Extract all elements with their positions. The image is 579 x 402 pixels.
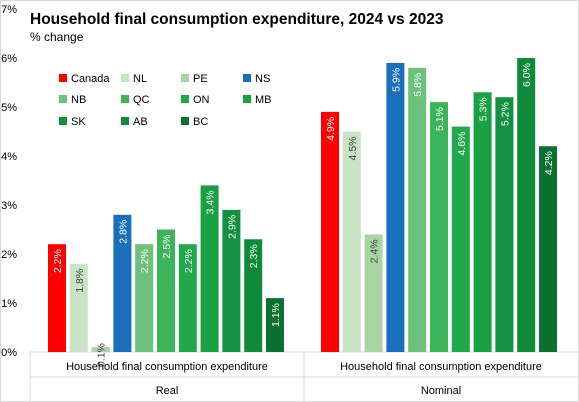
legend-swatch-pe bbox=[181, 74, 189, 82]
chart-subtitle: % change bbox=[30, 30, 84, 44]
bar-mb-nominal bbox=[473, 92, 492, 353]
bar-nb-real bbox=[135, 244, 154, 352]
legend-swatch-qc bbox=[121, 95, 129, 103]
y-tick-label: 2% bbox=[1, 249, 17, 261]
legend-swatch-sk bbox=[59, 117, 67, 125]
bar-qc-nominal bbox=[430, 102, 448, 352]
bar-ab-nominal bbox=[517, 58, 536, 352]
bar-canada-nominal bbox=[321, 111, 339, 353]
data-label: 2.2% bbox=[183, 249, 195, 273]
legend-swatch-mb bbox=[243, 95, 251, 103]
legend-label-nb: NB bbox=[71, 94, 86, 106]
legend-label-on: ON bbox=[193, 94, 210, 106]
data-label: 2.5% bbox=[161, 235, 173, 259]
y-tick-label: 6% bbox=[1, 53, 17, 65]
y-tick-label: 3% bbox=[1, 200, 17, 212]
legend-label-nl: NL bbox=[133, 73, 147, 85]
legend-label-ns: NS bbox=[255, 73, 270, 85]
legend-label-ab: AB bbox=[133, 116, 148, 128]
y-tick-label: 7% bbox=[1, 4, 17, 16]
legend-swatch-nl bbox=[121, 74, 129, 82]
x-axis: Household final consumption expenditure H… bbox=[29, 352, 578, 401]
bar-ab-real bbox=[244, 239, 263, 352]
bar-bc-real bbox=[266, 298, 284, 352]
data-label: 2.9% bbox=[226, 215, 238, 239]
legend-label-qc: QC bbox=[133, 94, 150, 106]
legend-label-pe: PE bbox=[193, 73, 208, 85]
data-label: 6.0% bbox=[521, 63, 533, 87]
y-tick-label: 4% bbox=[1, 151, 17, 163]
data-label: 2.2% bbox=[139, 249, 151, 273]
legend-swatch-canada bbox=[59, 74, 67, 82]
category-label: Household final consumption expenditure bbox=[66, 361, 268, 373]
data-label: 2.3% bbox=[248, 244, 260, 268]
legend-swatch-nb bbox=[59, 95, 67, 103]
bar-nl-nominal bbox=[342, 131, 361, 352]
data-label: 5.1% bbox=[434, 107, 446, 131]
data-label: 5.3% bbox=[478, 97, 490, 121]
data-label: 0.1% bbox=[96, 343, 108, 367]
bar-ns-nominal bbox=[386, 62, 405, 353]
data-label: 2.4% bbox=[369, 239, 381, 263]
data-label: 2.8% bbox=[117, 220, 129, 244]
data-label: 4.9% bbox=[325, 117, 337, 141]
bar-canada-real bbox=[48, 244, 66, 352]
bars bbox=[48, 58, 557, 353]
y-tick-label: 1% bbox=[1, 298, 17, 310]
legend-label-sk: SK bbox=[71, 116, 86, 128]
legend-swatch-on bbox=[181, 95, 189, 103]
data-label: 4.5% bbox=[347, 137, 359, 161]
bar-mb-real bbox=[200, 185, 219, 352]
legend-label-mb: MB bbox=[255, 94, 272, 106]
data-label: 2.2% bbox=[52, 249, 64, 273]
group-label-real: Real bbox=[156, 385, 179, 397]
legend-swatch-ns bbox=[243, 74, 251, 82]
bar-nl-real bbox=[69, 263, 88, 352]
bar-on-nominal bbox=[451, 126, 470, 352]
data-label: 4.2% bbox=[543, 151, 555, 175]
data-label: 5.8% bbox=[412, 73, 424, 97]
legend: Canada NL PE NS NB QC ON MB SK AB BC bbox=[59, 73, 272, 128]
bar-sk-real bbox=[222, 209, 241, 352]
category-label: Household final consumption expenditure bbox=[340, 361, 542, 373]
bar-qc-real bbox=[157, 229, 175, 352]
bar-on-real bbox=[178, 244, 197, 352]
data-label: 3.4% bbox=[205, 190, 217, 214]
chart-title: Household final consumption expenditure,… bbox=[30, 11, 444, 28]
y-tick-label: 5% bbox=[1, 102, 17, 114]
data-label: 5.2% bbox=[499, 102, 511, 126]
legend-swatch-ab bbox=[121, 117, 129, 125]
data-label: 1.8% bbox=[74, 269, 86, 293]
y-tick-label: 0% bbox=[1, 347, 17, 359]
data-labels: 2.2% 4.9% 1.8% 4.5% 0.1% 2.4% 2.8% 5.9% 2.2% 5.8%… bbox=[52, 63, 555, 367]
data-label: 4.6% bbox=[456, 132, 468, 156]
bar-sk-nominal bbox=[495, 97, 514, 352]
legend-label-bc: BC bbox=[193, 116, 208, 128]
legend-swatch-bc bbox=[181, 117, 189, 125]
group-label-nominal: Nominal bbox=[421, 385, 461, 397]
bar-nb-nominal bbox=[408, 67, 427, 353]
data-label: 5.9% bbox=[390, 68, 402, 92]
bar-ns-real bbox=[113, 214, 132, 352]
data-label: 1.1% bbox=[270, 303, 282, 327]
bar-bc-nominal bbox=[539, 146, 557, 352]
legend-label-canada: Canada bbox=[71, 73, 110, 85]
bar-pe-nominal bbox=[364, 234, 383, 352]
bar-pe-real bbox=[91, 347, 110, 352]
